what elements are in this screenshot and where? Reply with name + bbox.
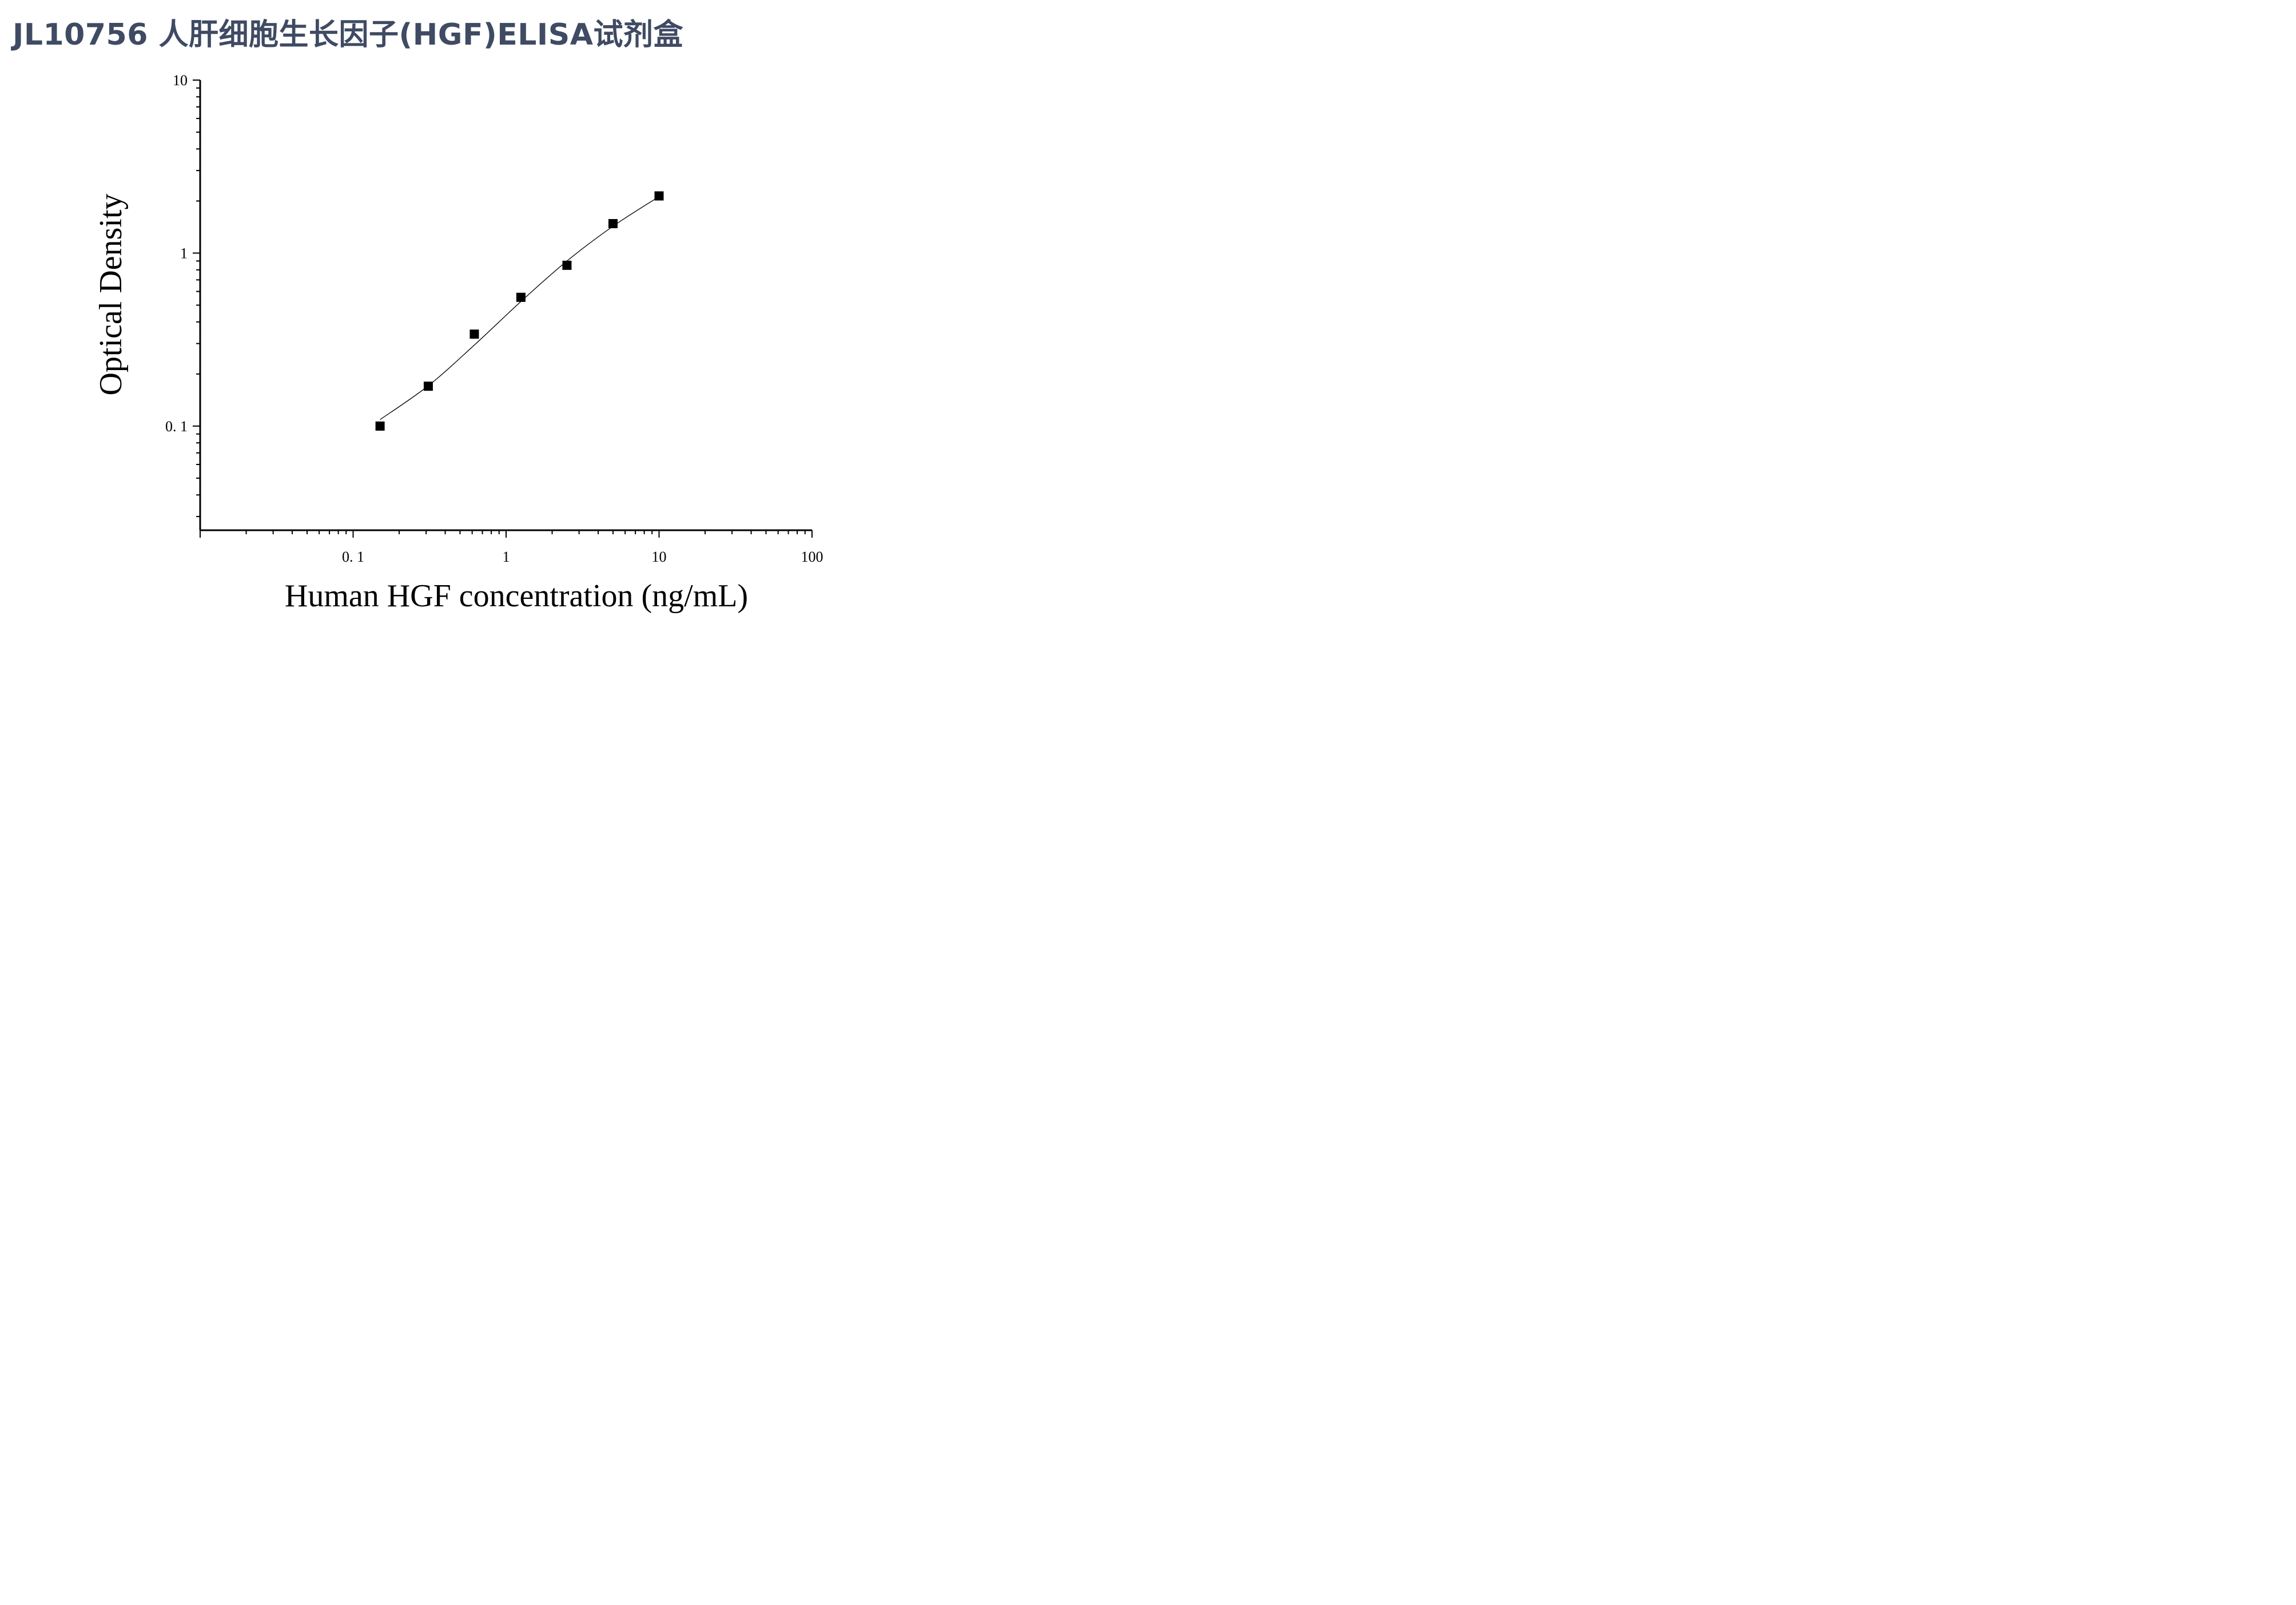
x-axis-label: Human HGF concentration (ng/mL) <box>285 578 748 614</box>
data-point <box>516 292 526 302</box>
calibration-chart: 0. 1 1 10 100 0. 1 1 10 Human HGF concentrati… <box>93 72 823 614</box>
page-title: JL10756 人肝细胞生长因子(HGF)ELISA试剂盒 <box>13 18 683 52</box>
fit-curve-layer <box>380 196 659 420</box>
x-tick-label: 100 <box>801 549 823 565</box>
x-tick-label: 0. 1 <box>342 549 364 565</box>
y-axis-ticks: 0. 1 1 10 <box>165 72 200 518</box>
axes <box>199 80 812 531</box>
fit-curve-line <box>380 196 659 420</box>
y-tick-label: 0. 1 <box>165 418 188 435</box>
x-tick-label: 10 <box>652 549 667 565</box>
data-point <box>654 191 664 201</box>
y-axis-label: Optical Density <box>93 193 129 395</box>
data-point <box>469 329 479 339</box>
x-axis-ticks: 0. 1 1 10 100 <box>200 530 823 565</box>
data-point <box>608 218 618 228</box>
data-points-layer <box>375 191 664 431</box>
y-tick-label: 1 <box>180 245 188 261</box>
data-point <box>423 382 433 391</box>
data-point <box>562 260 572 270</box>
x-tick-label: 1 <box>503 549 510 565</box>
data-point <box>375 421 385 431</box>
y-tick-label: 10 <box>173 72 188 89</box>
